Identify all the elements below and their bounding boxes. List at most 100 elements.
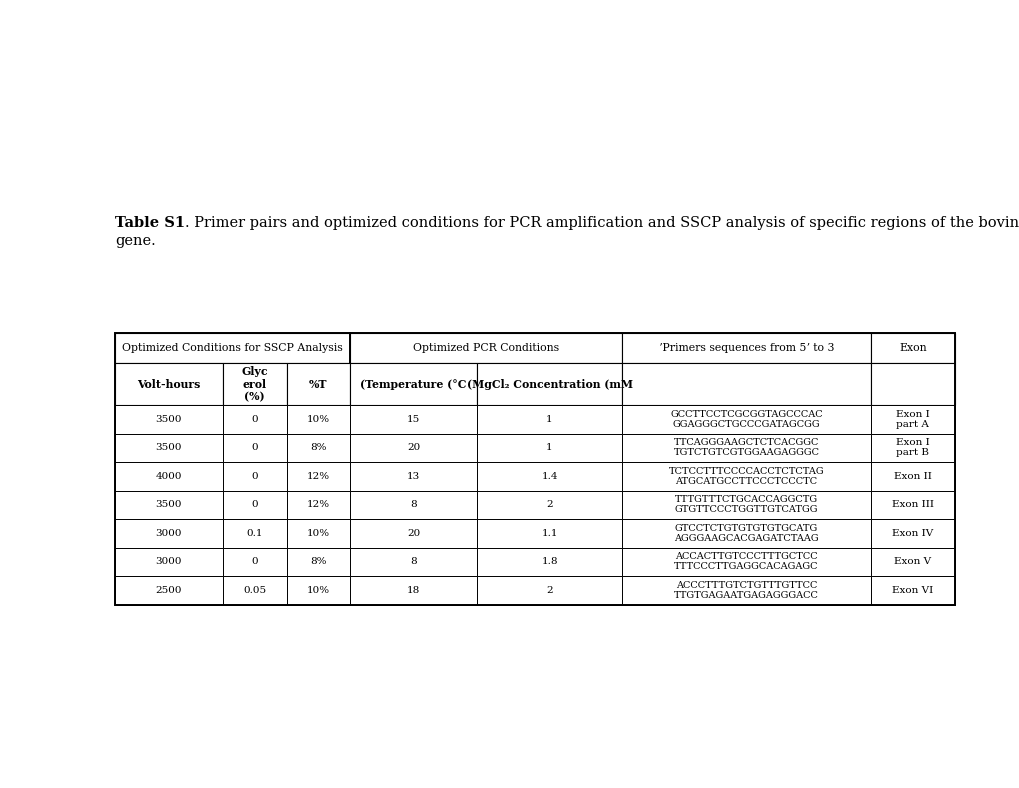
Bar (477, 363, 622, 405)
Text: 0: 0 (251, 472, 258, 481)
Bar (350, 576, 477, 604)
Bar (286, 405, 350, 433)
Text: 20: 20 (407, 443, 420, 452)
Text: Exon I
part A: Exon I part A (895, 410, 928, 429)
Text: 0: 0 (251, 557, 258, 567)
Bar (350, 548, 477, 576)
Bar (477, 490, 622, 519)
Text: 3500: 3500 (156, 443, 182, 452)
Text: 1: 1 (546, 414, 552, 424)
Text: 3500: 3500 (156, 500, 182, 509)
Text: Table S1: Table S1 (115, 216, 184, 230)
Bar (115, 333, 350, 363)
Text: Optimized Conditions for SSCP Analysis: Optimized Conditions for SSCP Analysis (122, 343, 342, 353)
Bar (622, 433, 870, 462)
Bar (477, 433, 622, 462)
Bar (350, 490, 477, 519)
Bar (115, 363, 222, 405)
Text: 3500: 3500 (156, 414, 182, 424)
Bar (222, 433, 286, 462)
Text: 2500: 2500 (156, 585, 182, 595)
Bar (350, 519, 477, 548)
Bar (870, 433, 954, 462)
Text: 8: 8 (410, 500, 417, 509)
Bar (115, 576, 222, 604)
Bar (477, 519, 622, 548)
Bar (870, 405, 954, 433)
Bar (222, 490, 286, 519)
Text: gene.: gene. (115, 233, 156, 247)
Text: Exon I
part B: Exon I part B (895, 438, 928, 458)
Bar (286, 576, 350, 604)
Text: 12%: 12% (307, 500, 330, 509)
Bar (286, 548, 350, 576)
Text: 4000: 4000 (156, 472, 182, 481)
Text: 0: 0 (251, 443, 258, 452)
Text: 15: 15 (407, 414, 420, 424)
Bar (622, 333, 870, 363)
Text: . Primer pairs and optimized conditions for PCR amplification and SSCP analysis : . Primer pairs and optimized conditions … (184, 216, 1019, 230)
Bar (286, 363, 350, 405)
Text: 13: 13 (407, 472, 420, 481)
Bar (622, 462, 870, 490)
Bar (622, 519, 870, 548)
Text: Volt-hours: Volt-hours (138, 378, 201, 389)
Bar (286, 462, 350, 490)
Bar (350, 363, 477, 405)
Bar (622, 490, 870, 519)
Text: 3000: 3000 (156, 557, 182, 567)
Text: 8%: 8% (310, 557, 326, 567)
Text: ACCACTTGTCCCTTTGCTCC
TTTCCCTTGAGGCACAGAGC: ACCACTTGTCCCTTTGCTCC TTTCCCTTGAGGCACAGAG… (674, 552, 818, 571)
Text: 0.1: 0.1 (247, 529, 263, 537)
Text: 10%: 10% (307, 529, 330, 537)
Bar (870, 363, 954, 405)
Text: 1.1: 1.1 (541, 529, 557, 537)
Text: Glyc
erol
(%): Glyc erol (%) (242, 366, 268, 403)
Text: TCTCCTTTCCCCACCTCTCTAG
ATGCATGCCTTCCCTCCCTC: TCTCCTTTCCCCACCTCTCTAG ATGCATGCCTTCCCTCC… (667, 466, 823, 486)
Bar (350, 405, 477, 433)
Text: 20: 20 (407, 529, 420, 537)
Bar (115, 405, 222, 433)
Text: 0: 0 (251, 414, 258, 424)
Bar (622, 548, 870, 576)
Text: 1.8: 1.8 (541, 557, 557, 567)
Bar (870, 576, 954, 604)
Bar (477, 576, 622, 604)
Text: 10%: 10% (307, 414, 330, 424)
Text: 10%: 10% (307, 585, 330, 595)
Bar (870, 462, 954, 490)
Text: 8%: 8% (310, 443, 326, 452)
Bar (222, 576, 286, 604)
Bar (350, 433, 477, 462)
Bar (350, 333, 622, 363)
Bar (477, 548, 622, 576)
Text: 0.05: 0.05 (243, 585, 266, 595)
Text: GCCTTCCTCGCGGTAGCCCAC
GGAGGGCTGCCCGATAGCGG: GCCTTCCTCGCGGTAGCCCAC GGAGGGCTGCCCGATAGC… (669, 410, 822, 429)
Bar (622, 363, 870, 405)
Bar (222, 363, 286, 405)
Bar (115, 519, 222, 548)
Bar (350, 462, 477, 490)
Text: %T: %T (309, 378, 327, 389)
Bar (115, 333, 954, 604)
Text: (MgCl₂ Concentration (mM: (MgCl₂ Concentration (mM (466, 378, 632, 389)
Text: GTCCTCTGTGTGTGTGCATG
AGGGAAGCACGAGATCTAAG: GTCCTCTGTGTGTGTGCATG AGGGAAGCACGAGATCTAA… (674, 523, 818, 543)
Text: ACCCTTTGTCTGTTTGTTCC
TTGTGAGAATGAGAGGGACC: ACCCTTTGTCTGTTTGTTCC TTGTGAGAATGAGAGGGAC… (674, 581, 818, 600)
Text: Exon V: Exon V (894, 557, 930, 567)
Bar (622, 405, 870, 433)
Text: Exon: Exon (898, 343, 925, 353)
Bar (222, 405, 286, 433)
Text: TTCAGGGAAGCTCTCACGGC
TGTCTGTCGTGGAAGAGGGC: TTCAGGGAAGCTCTCACGGC TGTCTGTCGTGGAAGAGGG… (673, 438, 818, 458)
Text: 12%: 12% (307, 472, 330, 481)
Text: 18: 18 (407, 585, 420, 595)
Text: 1.4: 1.4 (541, 472, 557, 481)
Bar (115, 548, 222, 576)
Bar (222, 462, 286, 490)
Text: ʼPrimers sequences from 5ʼ to 3: ʼPrimers sequences from 5ʼ to 3 (658, 343, 834, 353)
Bar (286, 433, 350, 462)
Bar (286, 519, 350, 548)
Bar (622, 576, 870, 604)
Text: 2: 2 (546, 585, 552, 595)
Bar (477, 462, 622, 490)
Bar (870, 548, 954, 576)
